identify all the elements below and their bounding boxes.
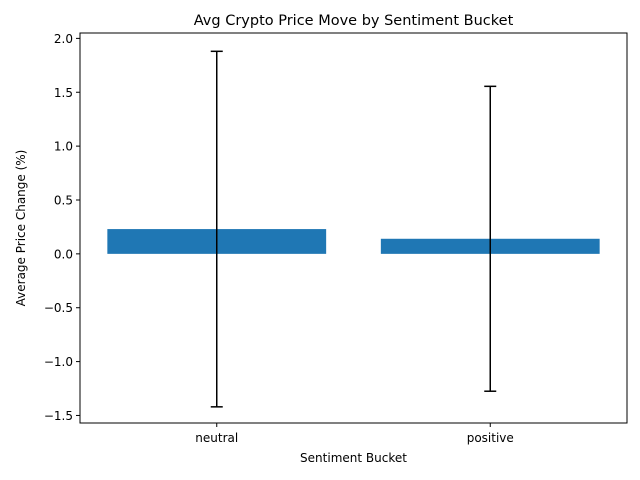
- y-axis-ticks: −1.5 −1.0 −0.5 0.0 0.5 1.0 1.5 2.0: [44, 32, 80, 423]
- y-tick-label: −0.5: [44, 301, 73, 315]
- error-bar-neutral: [210, 50, 223, 408]
- x-axis-ticks: neutral positive: [195, 423, 514, 445]
- y-tick-label: 1.5: [54, 86, 73, 100]
- y-tick-label: −1.0: [44, 355, 73, 369]
- x-tick-label: neutral: [195, 431, 238, 445]
- y-tick-label: 0.5: [54, 193, 73, 207]
- x-tick-label: positive: [467, 431, 514, 445]
- bars-layer: [107, 229, 600, 254]
- plot-frame: [79, 32, 628, 424]
- chart-title: Avg Crypto Price Move by Sentiment Bucke…: [194, 13, 514, 29]
- y-tick-label: 0.0: [54, 247, 73, 261]
- y-tick-label: 1.0: [54, 140, 73, 154]
- y-tick-label: −1.5: [44, 409, 73, 423]
- x-axis-label: Sentiment Bucket: [300, 451, 407, 465]
- error-bars-layer: [210, 50, 497, 408]
- error-bar-positive: [484, 85, 497, 392]
- y-tick-label: 2.0: [54, 32, 73, 46]
- y-axis-label: Average Price Change (%): [14, 150, 28, 307]
